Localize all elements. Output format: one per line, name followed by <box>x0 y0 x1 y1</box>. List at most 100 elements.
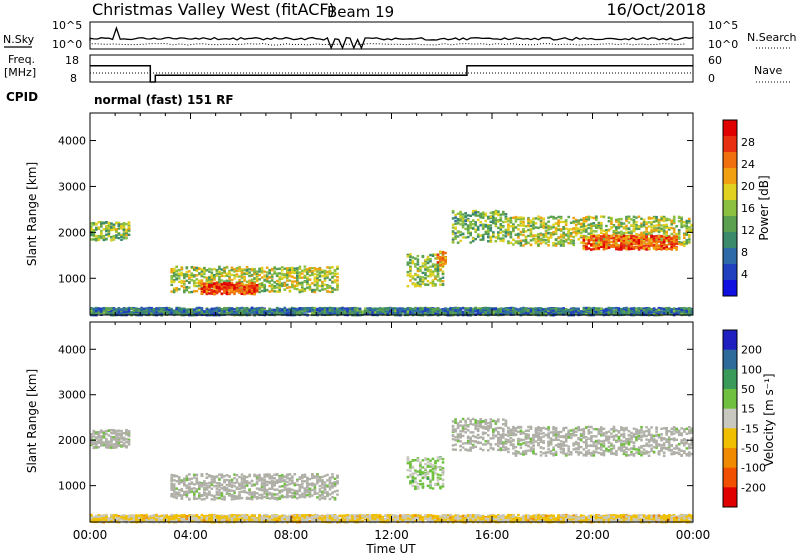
power-echo-cell <box>665 237 668 240</box>
power-echo-cell <box>291 310 294 313</box>
power-echo-cell <box>484 309 488 313</box>
power-echo-cell <box>454 222 457 225</box>
power-echo-cell <box>351 309 354 312</box>
power-echo-cell <box>127 227 131 230</box>
power-echo-cell <box>306 308 309 311</box>
power-echo-cell <box>170 308 173 311</box>
power-echo-cell <box>615 236 618 240</box>
power-echo-cell <box>253 267 256 271</box>
power-echo-cell <box>205 308 209 311</box>
power-echo-cell <box>675 234 678 238</box>
power-echo-cell <box>595 247 598 250</box>
power-echo-cell <box>195 310 199 313</box>
power-echo-cell <box>288 271 292 274</box>
power-echo-cell <box>522 228 525 231</box>
power-echo-cell <box>155 307 158 310</box>
power-echo-cell <box>600 231 603 235</box>
freq-tick-top: 18 <box>65 54 79 67</box>
power-echo-cell <box>301 286 304 290</box>
power-echo-cell <box>313 269 317 272</box>
power-echo-cell <box>278 281 281 284</box>
power-echo-cell <box>233 274 236 277</box>
power-echo-cell <box>260 266 264 270</box>
power-echo-cell <box>102 238 106 241</box>
power-echo-cell <box>195 274 199 277</box>
power-echo-cell <box>323 307 327 310</box>
power-echo-cell <box>313 272 317 276</box>
power-echo-cell <box>610 236 613 240</box>
power-echo-cell <box>617 226 621 230</box>
power-echo-cell <box>466 307 470 310</box>
power-echo-cell <box>484 212 488 215</box>
power-echo-cell <box>677 237 681 240</box>
power-echo-cell <box>406 310 410 313</box>
power-echo-cell <box>597 241 601 244</box>
power-echo-cell <box>225 272 229 275</box>
power-echo-cell <box>607 244 611 248</box>
power-echo-cell <box>683 242 686 245</box>
power-echo-cell <box>90 312 93 315</box>
power-echo-cell <box>607 239 611 242</box>
power-echo-cell <box>662 229 666 232</box>
power-echo-cell <box>683 224 686 227</box>
power-echo-cell <box>120 227 123 230</box>
power-echo-cell <box>499 310 503 313</box>
power-echo-cell <box>441 265 445 269</box>
power-echo-cell <box>155 309 158 312</box>
power-echo-cell <box>587 223 591 226</box>
power-echo-cell <box>441 258 445 262</box>
power-echo-cell <box>419 266 422 270</box>
power-echo-cell <box>429 265 432 268</box>
power-echo-cell <box>376 312 379 315</box>
power-echo-cell <box>172 271 176 275</box>
power-echo-cell <box>167 313 171 316</box>
power-echo-cell <box>622 237 626 241</box>
power-echo-cell <box>326 266 329 269</box>
power-echo-cell <box>308 283 312 287</box>
power-echo-cell <box>492 307 495 311</box>
power-echo-cell <box>288 279 292 282</box>
power-echo-cell <box>424 266 427 269</box>
power-echo-cell <box>552 231 555 234</box>
power-echo-cell <box>250 273 254 277</box>
power-echo-cell <box>313 276 317 279</box>
power-echo-cell <box>110 307 113 311</box>
power-echo-cell <box>650 226 653 229</box>
power-echo-cell <box>600 227 603 231</box>
power-echo-cell <box>502 308 505 311</box>
power-echo-cell <box>489 237 493 240</box>
power-echo-cell <box>507 223 510 226</box>
power-echo-cell <box>547 244 550 247</box>
power-echo-cell <box>642 223 646 226</box>
power-echo-cell <box>308 274 312 277</box>
power-echo-cell <box>238 311 241 314</box>
power-echo-cell <box>117 236 121 240</box>
power-echo-cell <box>602 229 606 232</box>
power-echo-cell <box>316 283 319 287</box>
power-echo-cell <box>215 282 219 285</box>
power-echo-cell <box>213 267 216 271</box>
power-echo-cell <box>414 285 417 288</box>
power-echo-cell <box>529 239 533 242</box>
power-echo-cell <box>519 310 523 313</box>
power-echo-cell <box>248 271 251 274</box>
power-echo-cell <box>504 235 508 238</box>
power-echo-cell <box>180 274 184 277</box>
power-echo-cell <box>605 247 608 250</box>
power-echo-cell <box>647 244 651 248</box>
power-echo-cell <box>185 279 189 282</box>
power-echo-cell <box>228 306 231 310</box>
power-echo-cell <box>431 279 435 282</box>
power-echo-cell <box>439 258 442 261</box>
power-echo-cell <box>318 275 322 278</box>
power-echo-cell <box>303 268 307 271</box>
power-echo-cell <box>579 225 583 228</box>
power-echo-cell <box>296 271 299 275</box>
power-echo-cell <box>499 218 503 222</box>
power-echo-cell <box>615 246 618 250</box>
power-echo-cell <box>301 276 304 279</box>
power-echo-cell <box>688 240 691 244</box>
power-echo-cell <box>280 311 284 314</box>
power-echo-cell <box>245 292 249 295</box>
power-echo-cell <box>286 276 289 280</box>
